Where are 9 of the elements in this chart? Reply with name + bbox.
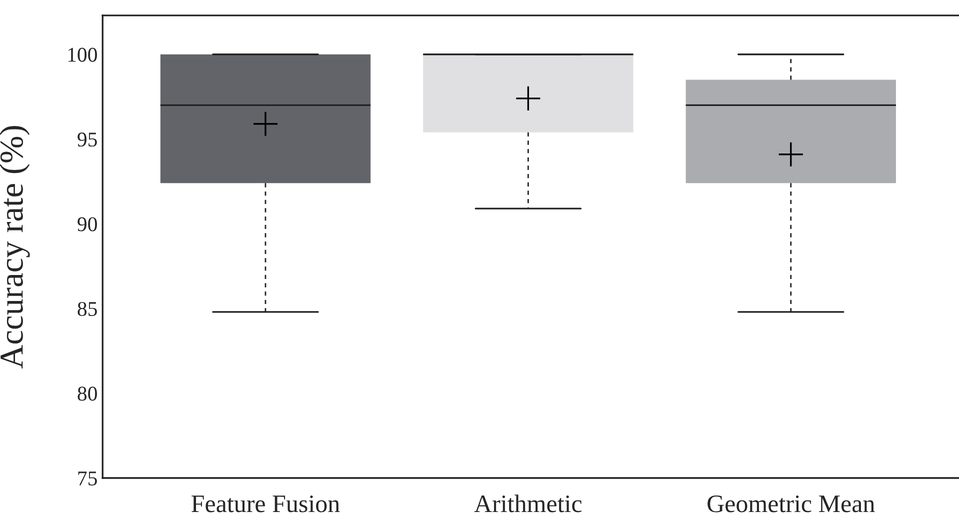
y-tick-label: 75 — [78, 472, 97, 486]
y-tick-label: 95 — [78, 132, 97, 147]
y-tick-label: 90 — [78, 217, 97, 232]
x-tick-label: Arithmetic — [474, 494, 582, 512]
y-tick-label: 85 — [78, 302, 97, 316]
y-tick-label: 80 — [78, 386, 97, 401]
y-tick-label: 100 — [68, 48, 97, 62]
x-tick-label: Geometric Mean — [708, 495, 875, 512]
x-tick-label: Feature Fusion — [192, 495, 340, 512]
